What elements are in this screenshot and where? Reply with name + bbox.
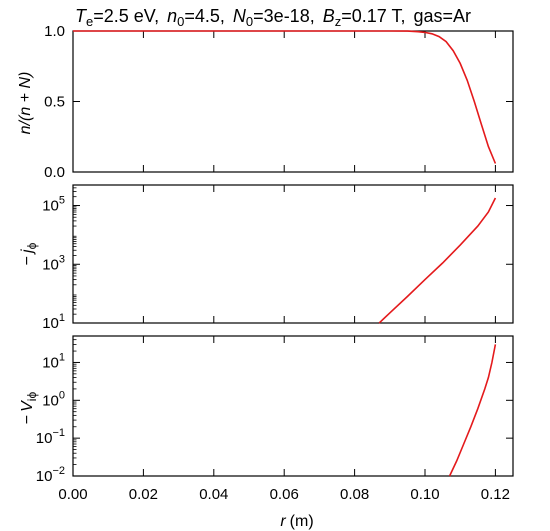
title-N0-symbol: N [233, 6, 247, 26]
x-tick-label-3: 0.06 [270, 486, 299, 503]
y-tick-label-0-1: 0.5 [44, 94, 65, 111]
y-tick-label-0-2: 1.0 [44, 23, 65, 40]
title-te-symbol: T [75, 6, 88, 26]
title-n0-sub: 0 [177, 14, 184, 29]
title-n0-value: =4.5, [184, 6, 225, 26]
ylabel-density-ratio: n/(n + N) [17, 72, 34, 135]
x-tick-label-2: 0.04 [199, 486, 228, 503]
ylabel-current-sub: ϕ [25, 242, 39, 249]
ylabel-current: −jϕ [19, 242, 39, 265]
panel-velocity: − Viϕ 0.00 0.02 0.04 0.06 0.08 0.10 0.12 10−2 10−… [19, 335, 514, 503]
axes-frame-0 [72, 30, 514, 173]
x-tick-label-6: 0.12 [481, 486, 510, 503]
panel-density-ratio: n/(n + N) 0.0 0.5 1.0 [17, 23, 514, 181]
title-gas: gas=Ar [413, 6, 471, 26]
title-n0-symbol: n [167, 6, 177, 26]
series-line-2-0 [448, 344, 497, 477]
xlabel-symbol: r [280, 513, 286, 530]
x-tick-label-5: 0.10 [410, 486, 439, 503]
ylabel-velocity-prefix: − [19, 415, 36, 424]
y-tick-label-2-0: 10−2 [36, 465, 65, 485]
x-tick-label-4: 0.08 [340, 486, 369, 503]
y-tick-label-0-0: 0.0 [44, 164, 65, 181]
x-tick-label-0: 0.00 [58, 486, 87, 503]
ylabel-velocity-symbol: V [19, 400, 36, 412]
xlabel: r (m) [280, 513, 313, 530]
axes-frame-2 [72, 335, 514, 477]
axes-frame-1 [72, 184, 514, 324]
title-bz-sub: z [335, 14, 342, 29]
y-tick-label-1-0: 101 [42, 312, 65, 332]
title-N0-value: =3e-18, [253, 6, 315, 26]
y-tick-label-2-3: 101 [42, 351, 65, 371]
xlabel-unit: (m) [290, 513, 314, 530]
y-tick-label-1-1: 103 [42, 253, 65, 273]
title-te-value: =2.5 eV, [93, 6, 159, 26]
chart-title: Te=2.5 eV, n0=4.5, N0=3e-18, Bz=0.17 T, gas=… [75, 6, 471, 29]
ylabel-velocity: − Viϕ [19, 392, 39, 425]
y-tick-label-2-2: 100 [42, 389, 65, 409]
ylabel-current-symbol: j [19, 249, 36, 255]
panel-current: −jϕ 101 103 105 [19, 184, 514, 332]
ylabel-current-prefix: − [19, 256, 36, 265]
title-bz-value: =0.17 T, [341, 6, 405, 26]
title-bz-symbol: B [323, 6, 335, 26]
series-line-0-0 [73, 30, 497, 164]
series-line-1-0 [378, 197, 497, 324]
y-tick-label-1-2: 105 [42, 195, 65, 215]
title-N0-sub: 0 [246, 14, 253, 29]
y-tick-label-2-1: 10−1 [36, 427, 65, 447]
ylabel-velocity-sub: iϕ [25, 392, 39, 402]
title-te-sub: e [86, 14, 93, 29]
x-tick-label-1: 0.02 [129, 486, 158, 503]
